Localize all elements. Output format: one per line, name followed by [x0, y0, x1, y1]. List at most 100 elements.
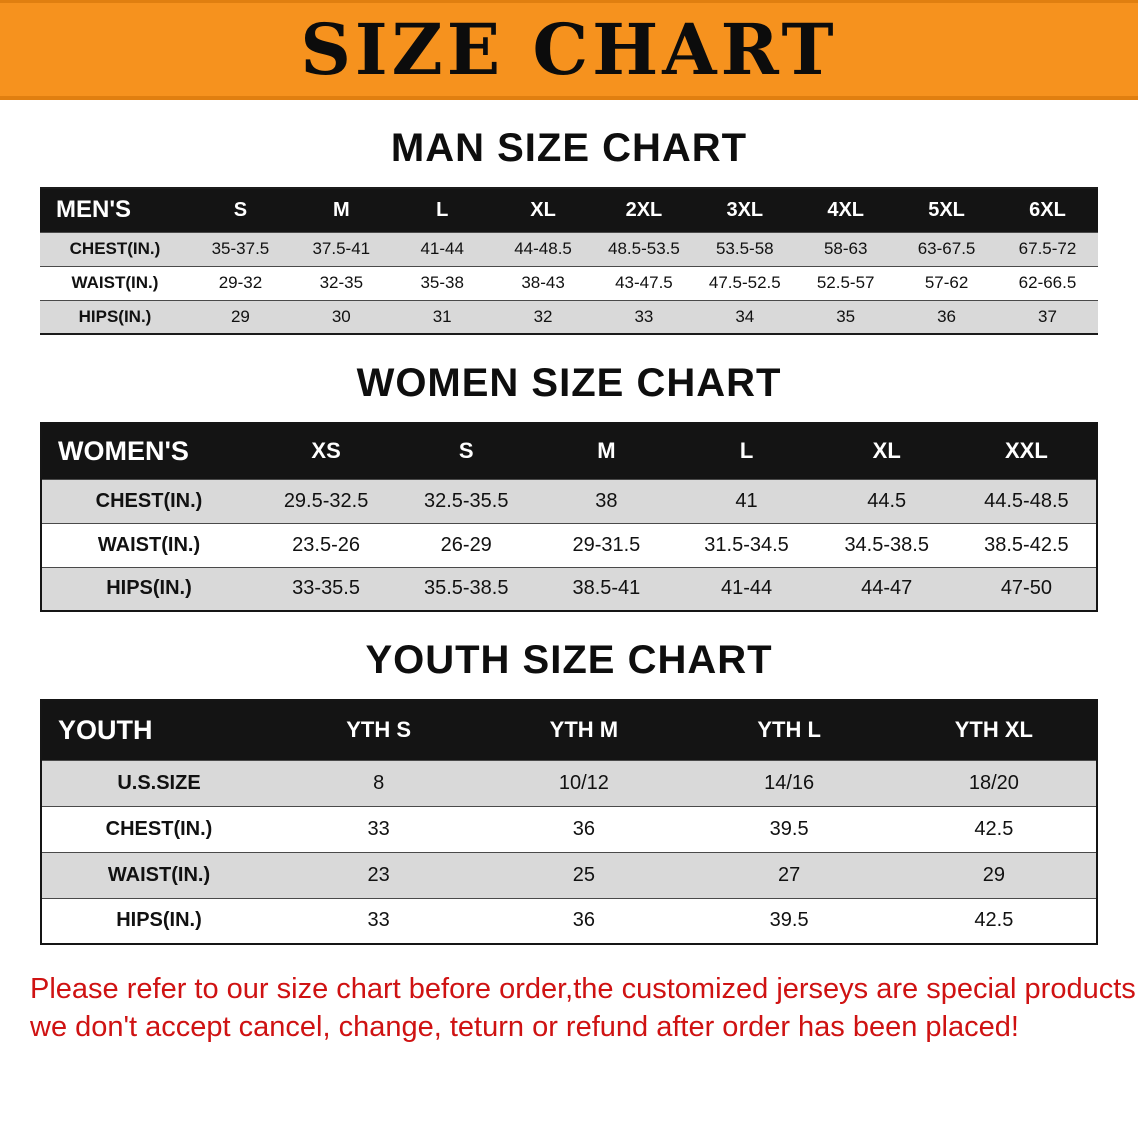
size-value: 35	[836, 306, 856, 326]
disclaimer-line-1: Please refer to our size chart before or…	[30, 973, 1138, 1005]
row-label: CHEST(IN.)	[95, 489, 203, 512]
row-label: CHEST(IN.)	[69, 239, 161, 258]
size-value: 52.5-57	[816, 273, 875, 292]
size-value: 38.5-42.5	[984, 533, 1069, 556]
size-value: 38-43	[521, 273, 565, 292]
size-value: 29-32	[218, 273, 263, 292]
size-value: 33	[367, 817, 390, 840]
size-value: 14/16	[764, 771, 815, 794]
table-row: WAIST(IN.) 23 25 27 29	[41, 852, 1097, 898]
size-value: 53.5-58	[715, 239, 774, 258]
women-size-table: WOMEN'S XS S M L XL XXL CHEST(IN.) 29.5-32.5 32.5…	[40, 422, 1098, 612]
size-value: 33	[367, 909, 390, 932]
page-title: SIZE CHART	[300, 7, 838, 91]
size-column-header: L	[391, 188, 493, 232]
size-column-header: YTH XL	[891, 700, 1097, 760]
size-value: 57-62	[924, 273, 969, 292]
size-value: 32.5-35.5	[423, 489, 509, 512]
size-value: 63-67.5	[917, 239, 976, 258]
size-column-header: 6XL	[997, 188, 1098, 232]
size-value: 29-31.5	[572, 533, 641, 556]
table-row: HIPS(IN.) 29 30 31 32 33 34 35 36 37	[40, 300, 1098, 334]
size-value: 58-63	[823, 239, 868, 258]
size-value: 30	[331, 306, 351, 326]
size-value: 29.5-32.5	[283, 489, 369, 512]
size-value: 33-35.5	[292, 577, 360, 600]
size-value: 42.5	[974, 909, 1014, 932]
women-section-heading: WOMEN SIZE CHART	[356, 361, 782, 405]
row-label: HIPS(IN.)	[78, 306, 152, 326]
table-row: CHEST(IN.) 33 36 39.5 42.5	[41, 806, 1097, 852]
size-value: 23	[367, 863, 390, 886]
size-value: 47-50	[1000, 577, 1052, 600]
table-row: WAIST(IN.) 23.5-26 26-29 29-31.5 31.5-34.5 34…	[41, 523, 1097, 567]
table-row: WAIST(IN.) 29-32 32-35 35-38 38-43 43-47.5 47.…	[40, 266, 1098, 300]
row-label: CHEST(IN.)	[105, 817, 213, 840]
table-row: CHEST(IN.) 35-37.5 37.5-41 41-44 44-48.5 48.5…	[40, 232, 1098, 266]
size-column-header: M	[290, 188, 392, 232]
size-value: 34.5-38.5	[844, 533, 929, 556]
disclaimer-note: Please refer to our size chart before or…	[0, 971, 1138, 1064]
size-value: 37.5-41	[312, 239, 371, 258]
size-column-header: XXL	[956, 423, 1097, 479]
size-value: 44.5-48.5	[984, 489, 1069, 512]
size-value: 32	[533, 306, 553, 326]
size-value: 67.5-72	[1018, 239, 1077, 258]
size-value: 26-29	[440, 533, 492, 556]
size-value: 37	[1038, 306, 1057, 326]
youth-section-heading: YOUTH SIZE CHART	[365, 638, 773, 682]
men-size-table: MEN'S S M L XL 2XL 3XL 4XL 5XL 6XL CHEST(IN.) 35-37…	[40, 187, 1098, 335]
size-value: 41	[735, 489, 758, 512]
women-size-section: WOMEN SIZE CHART WOMEN'S XS S M L XL XXL CHEST(…	[0, 361, 1138, 612]
size-value: 29	[982, 863, 1005, 886]
row-label: WAIST(IN.)	[97, 533, 201, 556]
size-column-header: YTH S	[276, 700, 482, 760]
size-column-header: M	[536, 423, 677, 479]
size-value: 27	[778, 863, 801, 886]
size-value: 29	[230, 306, 250, 326]
size-value: 31	[432, 306, 452, 326]
disclaimer-line-2: we don't accept cancel, change, teturn o…	[30, 1010, 1019, 1043]
size-value: 44-48.5	[514, 239, 572, 258]
size-value: 44.5	[867, 489, 907, 512]
table-corner-label: YOUTH	[41, 700, 276, 760]
youth-size-table: YOUTH YTH S YTH M YTH L YTH XL U.S.SIZE 8 10/12…	[40, 699, 1098, 945]
size-value: 36	[572, 909, 595, 932]
men-section-heading: MAN SIZE CHART	[390, 126, 748, 170]
size-value: 36	[937, 306, 957, 326]
size-column-header: S	[396, 423, 537, 479]
size-value: 62-66.5	[1018, 273, 1077, 292]
size-column-header: 4XL	[795, 188, 897, 232]
size-value: 34	[735, 306, 755, 326]
size-value: 43-47.5	[615, 273, 673, 292]
youth-size-section: YOUTH SIZE CHART YOUTH YTH S YTH M YTH L YTH…	[0, 638, 1138, 945]
size-column-header: 3XL	[694, 188, 796, 232]
row-label: HIPS(IN.)	[116, 909, 202, 932]
size-column-header: 5XL	[896, 188, 997, 232]
size-value: 38	[595, 489, 618, 512]
size-column-header: XL	[492, 188, 594, 232]
size-value: 39.5	[769, 909, 809, 932]
size-column-header: YTH L	[686, 700, 892, 760]
size-value: 32-35	[319, 273, 364, 292]
size-value: 35.5-38.5	[423, 577, 509, 600]
table-row: CHEST(IN.) 29.5-32.5 32.5-35.5 38 41 44.5 44.5…	[41, 479, 1097, 523]
size-value: 33	[634, 306, 654, 326]
size-value: 48.5-53.5	[608, 239, 680, 258]
size-value: 39.5	[769, 817, 809, 840]
size-value: 25	[572, 863, 595, 886]
size-value: 41-44	[720, 577, 773, 600]
row-label: WAIST(IN.)	[107, 863, 211, 886]
banner: SIZE CHART	[0, 0, 1138, 100]
size-value: 8	[373, 771, 385, 794]
size-value: 31.5-34.5	[704, 533, 789, 556]
size-value: 36	[572, 817, 595, 840]
size-value: 47.5-52.5	[708, 273, 781, 292]
size-column-header: XL	[816, 423, 957, 479]
size-value: 35-38	[420, 273, 464, 292]
row-label: U.S.SIZE	[117, 771, 201, 794]
table-row: HIPS(IN.) 33-35.5 35.5-38.5 38.5-41 41-44 44-…	[41, 567, 1097, 611]
size-column-header: YTH M	[481, 700, 687, 760]
table-row: HIPS(IN.) 33 36 39.5 42.5	[41, 898, 1097, 944]
size-value: 35-37.5	[211, 239, 270, 258]
